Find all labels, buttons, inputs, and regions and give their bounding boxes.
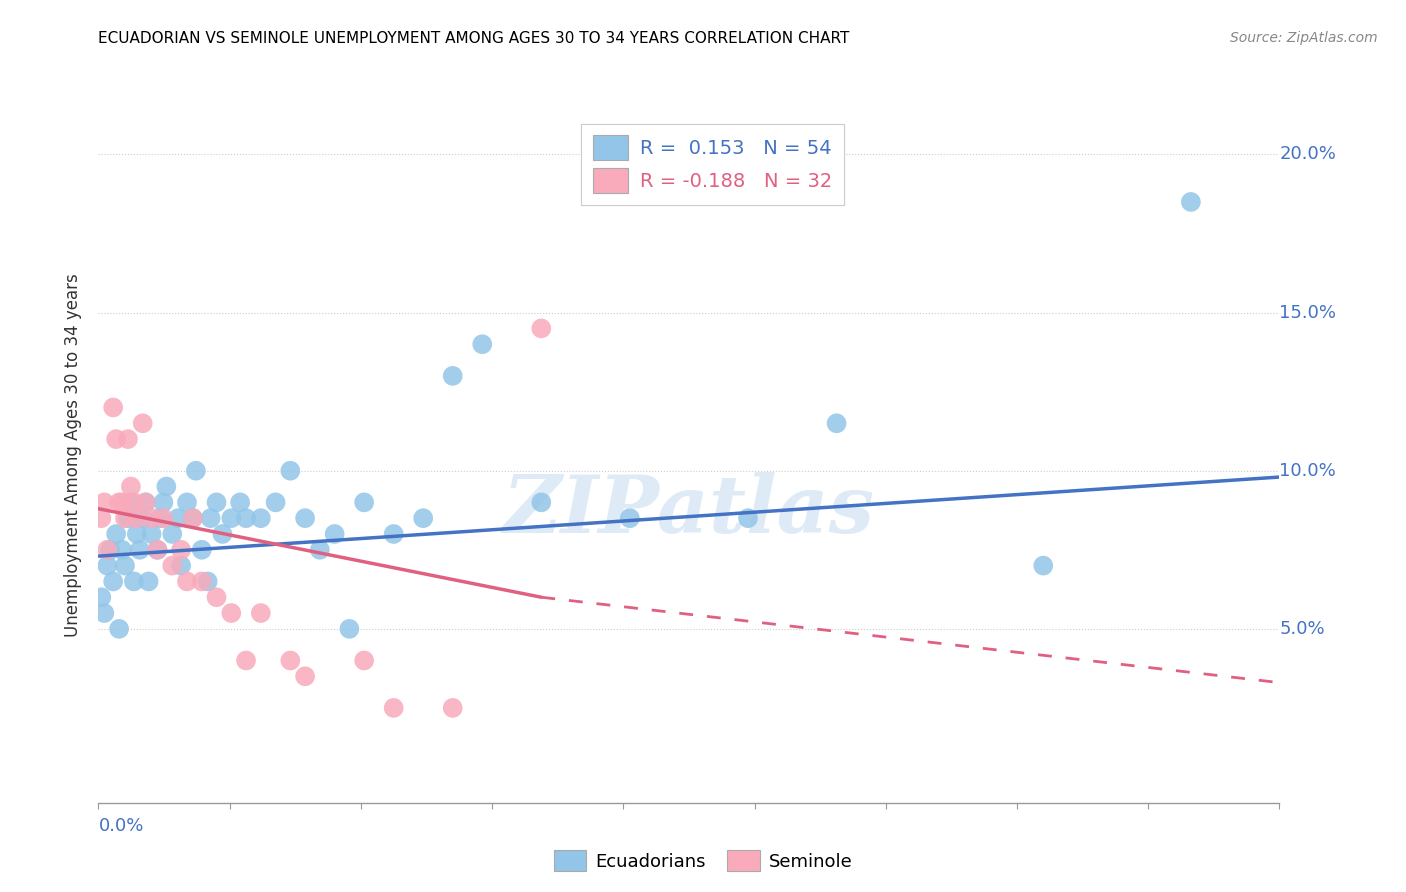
Point — [191, 542, 214, 557]
Point — [141, 527, 163, 541]
Point — [278, 464, 302, 478]
Point — [264, 495, 287, 509]
Point — [93, 606, 115, 620]
Point — [197, 574, 219, 589]
Point — [117, 432, 139, 446]
Point — [294, 511, 316, 525]
Point — [211, 527, 233, 541]
Text: 20.0%: 20.0% — [1279, 145, 1336, 163]
Point — [250, 606, 273, 620]
Point — [96, 558, 118, 573]
Point — [235, 511, 257, 525]
Point — [162, 527, 183, 541]
Point — [125, 527, 148, 541]
Point — [146, 542, 169, 557]
Point — [530, 321, 553, 335]
Point — [412, 511, 434, 525]
Point — [135, 495, 157, 509]
Legend: Ecuadorians, Seminole: Ecuadorians, Seminole — [547, 843, 859, 879]
Text: ZIPatlas: ZIPatlas — [503, 472, 875, 549]
Point — [337, 622, 360, 636]
Point — [146, 542, 169, 557]
Point — [128, 542, 150, 557]
Point — [138, 574, 160, 589]
Point — [382, 701, 405, 715]
Point — [200, 511, 222, 525]
Point — [1180, 194, 1202, 209]
Y-axis label: Unemployment Among Ages 30 to 34 years: Unemployment Among Ages 30 to 34 years — [65, 273, 83, 637]
Point — [103, 574, 125, 589]
Point — [103, 401, 125, 415]
Text: 15.0%: 15.0% — [1279, 303, 1337, 322]
Point — [441, 701, 464, 715]
Point — [108, 495, 131, 509]
Point — [149, 511, 172, 525]
Legend: R =  0.153   N = 54, R = -0.188   N = 32: R = 0.153 N = 54, R = -0.188 N = 32 — [582, 124, 844, 205]
Point — [353, 653, 375, 667]
Point — [122, 495, 145, 509]
Point — [120, 495, 142, 509]
Point — [155, 479, 177, 493]
Point — [152, 495, 174, 509]
Point — [294, 669, 316, 683]
Point — [111, 495, 134, 509]
Point — [167, 511, 190, 525]
Point — [176, 495, 198, 509]
Point — [90, 591, 112, 605]
Point — [181, 511, 204, 525]
Point — [530, 495, 553, 509]
Point — [825, 417, 848, 431]
Text: 0.0%: 0.0% — [98, 817, 143, 835]
Point — [125, 511, 148, 525]
Point — [278, 653, 302, 667]
Point — [1032, 558, 1054, 573]
Point — [181, 511, 204, 525]
Text: Source: ZipAtlas.com: Source: ZipAtlas.com — [1230, 31, 1378, 45]
Point — [184, 464, 207, 478]
Text: ECUADORIAN VS SEMINOLE UNEMPLOYMENT AMONG AGES 30 TO 34 YEARS CORRELATION CHART: ECUADORIAN VS SEMINOLE UNEMPLOYMENT AMON… — [98, 31, 849, 46]
Point — [120, 479, 142, 493]
Point — [98, 542, 121, 557]
Point — [117, 511, 139, 525]
Point — [471, 337, 494, 351]
Point — [122, 574, 145, 589]
Point — [441, 368, 464, 383]
Point — [114, 511, 136, 525]
Point — [382, 527, 405, 541]
Point — [132, 511, 155, 525]
Point — [96, 542, 118, 557]
Point — [250, 511, 273, 525]
Point — [135, 495, 157, 509]
Point — [205, 591, 228, 605]
Point — [111, 542, 134, 557]
Point — [170, 542, 193, 557]
Point — [105, 432, 128, 446]
Point — [619, 511, 641, 525]
Point — [141, 511, 163, 525]
Point — [105, 527, 128, 541]
Point — [219, 511, 242, 525]
Point — [170, 558, 193, 573]
Point — [114, 558, 136, 573]
Point — [132, 417, 155, 431]
Point — [93, 495, 115, 509]
Point — [191, 574, 214, 589]
Point — [323, 527, 346, 541]
Point — [176, 574, 198, 589]
Point — [229, 495, 252, 509]
Point — [90, 511, 112, 525]
Point — [162, 558, 183, 573]
Text: 10.0%: 10.0% — [1279, 462, 1336, 480]
Point — [108, 622, 131, 636]
Point — [309, 542, 332, 557]
Point — [235, 653, 257, 667]
Point — [152, 511, 174, 525]
Point — [353, 495, 375, 509]
Point — [219, 606, 242, 620]
Point — [737, 511, 759, 525]
Text: 5.0%: 5.0% — [1279, 620, 1324, 638]
Point — [205, 495, 228, 509]
